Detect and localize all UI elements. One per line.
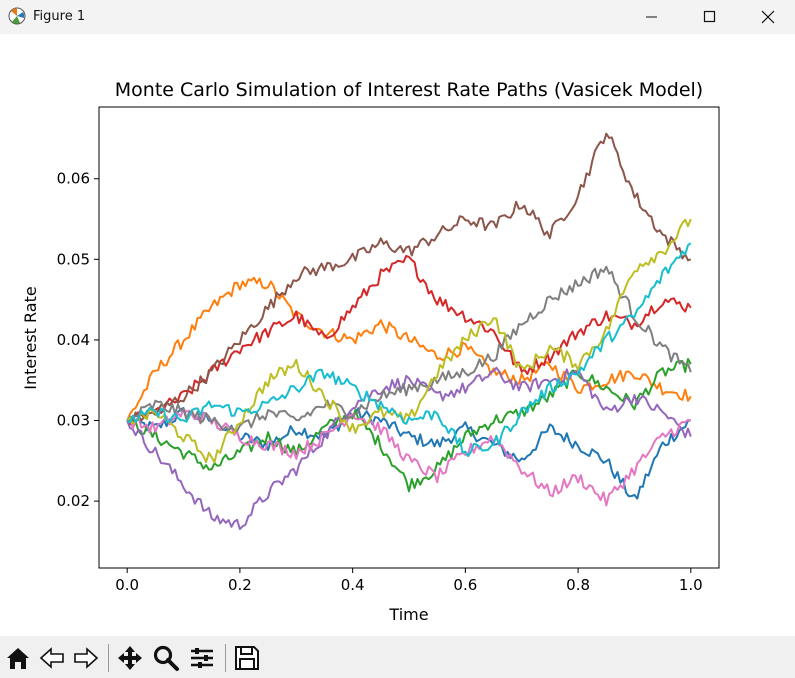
save-button[interactable]: [233, 644, 263, 674]
x-tick-label: 0.0: [115, 576, 139, 594]
move-icon: [118, 646, 142, 670]
figure-canvas: Monte Carlo Simulation of Interest Rate …: [0, 34, 795, 636]
toolbar-separator: [225, 644, 226, 672]
y-tick-label: 0.05: [57, 250, 90, 268]
x-axis-label: Time: [388, 605, 428, 624]
x-tick-label: 1.0: [679, 576, 703, 594]
forward-arrow-icon: [74, 647, 99, 669]
x-tick-label: 0.2: [228, 576, 252, 594]
zoom-button[interactable]: [152, 644, 182, 674]
home-button[interactable]: [4, 644, 34, 674]
window-titlebar: Figure 1: [0, 0, 795, 34]
maximize-button[interactable]: [681, 0, 739, 34]
series-line-10: [126, 242, 692, 458]
y-tick-label: 0.03: [57, 412, 90, 430]
y-tick-label: 0.02: [57, 492, 90, 510]
series-line-3: [126, 358, 692, 493]
back-button[interactable]: [38, 644, 68, 674]
minimize-icon: [646, 16, 657, 18]
minimize-button[interactable]: [623, 0, 681, 34]
y-tick-label: 0.06: [57, 170, 90, 188]
y-axis-label: Interest Rate: [21, 286, 40, 389]
series-line-8: [126, 265, 692, 432]
series-line-4: [126, 254, 692, 426]
window-title: Figure 1: [33, 9, 86, 24]
forward-button[interactable]: [72, 644, 102, 674]
save-icon: [235, 646, 259, 670]
x-tick-label: 0.6: [453, 576, 477, 594]
line-chart: Monte Carlo Simulation of Interest Rate …: [21, 79, 720, 624]
x-tick-label: 0.4: [341, 576, 365, 594]
toolbar-separator: [108, 644, 109, 672]
zoom-icon: [153, 645, 179, 671]
chart-title: Monte Carlo Simulation of Interest Rate …: [115, 79, 703, 101]
configure-subplots-button[interactable]: [188, 644, 218, 674]
pan-button[interactable]: [116, 644, 146, 674]
series-line-2: [126, 276, 692, 421]
series-line-6: [126, 132, 692, 424]
close-button[interactable]: [739, 0, 795, 34]
back-arrow-icon: [39, 647, 64, 669]
navigation-toolbar: [0, 636, 795, 678]
plot-frame: [98, 106, 720, 569]
y-tick-label: 0.04: [57, 331, 90, 349]
x-tick-label: 0.8: [566, 576, 590, 594]
matplotlib-app-icon: [8, 7, 26, 25]
sliders-icon: [191, 648, 213, 668]
close-icon: [761, 10, 775, 24]
series-line-5: [126, 366, 692, 531]
maximize-icon: [703, 10, 716, 23]
home-icon: [7, 648, 29, 669]
